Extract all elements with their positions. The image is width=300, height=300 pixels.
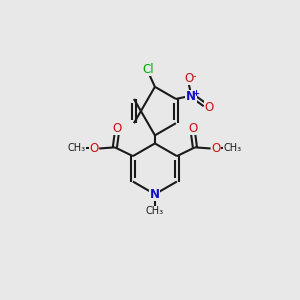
Text: +: + [193,89,200,98]
Text: CH₃: CH₃ [68,143,86,154]
Text: -: - [193,71,196,81]
Text: O: O [89,142,99,155]
Text: O: O [188,122,197,135]
Text: Cl: Cl [142,62,154,76]
Text: O: O [204,100,214,113]
Text: O: O [184,72,194,85]
Text: O: O [211,142,220,155]
Text: N: N [150,188,160,201]
Text: O: O [112,122,122,135]
Text: N: N [186,90,196,103]
Text: CH₃: CH₃ [146,206,164,216]
Text: CH₃: CH₃ [224,143,242,154]
